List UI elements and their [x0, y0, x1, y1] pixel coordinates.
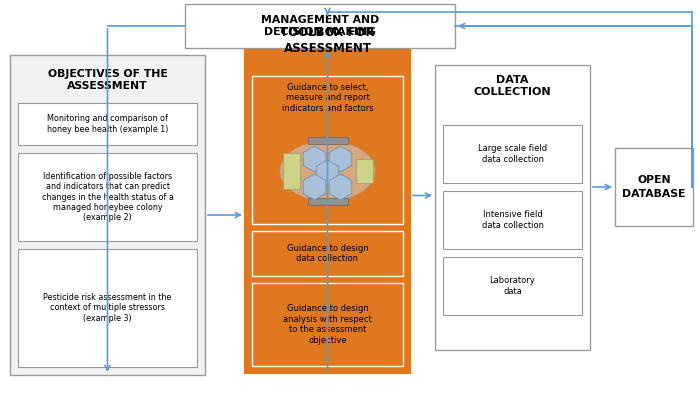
- Bar: [283, 153, 300, 189]
- Polygon shape: [303, 174, 326, 200]
- Ellipse shape: [280, 141, 375, 201]
- Bar: [443, 125, 582, 183]
- Polygon shape: [329, 174, 352, 200]
- Bar: [185, 4, 455, 48]
- Bar: [245, 18, 410, 373]
- Text: Guidance to design
analysis with respect
to the assessment
objective: Guidance to design analysis with respect…: [283, 305, 372, 344]
- Bar: [307, 137, 347, 144]
- Bar: [18, 103, 197, 145]
- Bar: [443, 191, 582, 249]
- Text: OBJECTIVES OF THE
ASSESSMENT: OBJECTIVES OF THE ASSESSMENT: [48, 69, 167, 92]
- Text: TOOLBOX FOR
ASSESSMENT: TOOLBOX FOR ASSESSMENT: [280, 26, 374, 55]
- Polygon shape: [303, 146, 326, 172]
- Bar: [18, 249, 197, 367]
- Text: Laboratory
data: Laboratory data: [489, 276, 536, 296]
- Bar: [356, 159, 372, 183]
- Text: DATA
COLLECTION: DATA COLLECTION: [474, 75, 552, 97]
- Text: Pesticide risk assessment in the
context of multiple stressors
(example 3): Pesticide risk assessment in the context…: [43, 293, 172, 323]
- Bar: [307, 198, 347, 205]
- Polygon shape: [329, 146, 352, 172]
- Text: Large scale field
data collection: Large scale field data collection: [478, 144, 547, 164]
- Bar: [435, 65, 590, 350]
- Bar: [10, 55, 205, 375]
- Polygon shape: [316, 160, 339, 186]
- Bar: [252, 283, 403, 366]
- Text: Intensive field
data collection: Intensive field data collection: [482, 210, 543, 230]
- Text: MANAGEMENT AND
DECISION MAKING: MANAGEMENT AND DECISION MAKING: [261, 15, 379, 37]
- Text: Guidance to select,
measure and report
indicators and factors: Guidance to select, measure and report i…: [281, 83, 373, 113]
- Bar: [252, 76, 403, 224]
- Bar: [443, 257, 582, 315]
- Bar: [18, 153, 197, 241]
- Text: Monitoring and comparison of
honey bee health (example 1): Monitoring and comparison of honey bee h…: [47, 114, 168, 134]
- Text: Identification of possible factors
and indicators that can predict
changes in th: Identification of possible factors and i…: [41, 172, 174, 222]
- Text: OPEN
DATABASE: OPEN DATABASE: [622, 176, 686, 198]
- Bar: [252, 231, 403, 276]
- Text: Guidance to design
data collection: Guidance to design data collection: [286, 244, 368, 263]
- Bar: [615, 148, 693, 226]
